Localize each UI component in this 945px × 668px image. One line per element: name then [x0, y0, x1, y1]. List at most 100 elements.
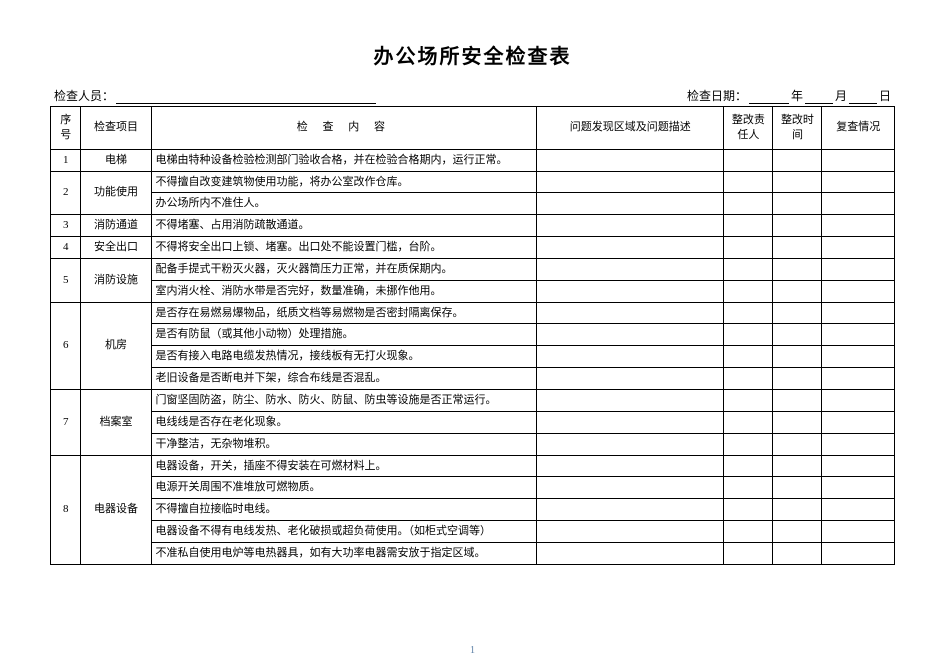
content-cell: 不得堵塞、占用消防疏散通道。 — [151, 215, 537, 237]
review-cell — [822, 149, 895, 171]
table-row: 办公场所内不准住人。 — [51, 193, 895, 215]
item-cell: 功能使用 — [81, 171, 151, 215]
time-cell — [773, 346, 822, 368]
table-row: 不准私自使用电炉等电热器具，如有大功率电器需安放于指定区域。 — [51, 542, 895, 564]
table-row: 2功能使用不得擅自改变建筑物使用功能，将办公室改作仓库。 — [51, 171, 895, 193]
content-cell: 电线线是否存在老化现象。 — [151, 411, 537, 433]
problem-cell — [537, 215, 724, 237]
time-cell — [773, 324, 822, 346]
year-underline — [749, 90, 789, 104]
month-underline — [805, 90, 833, 104]
item-cell: 电梯 — [81, 149, 151, 171]
problem-cell — [537, 302, 724, 324]
col-time-header: 整改时间 — [773, 107, 822, 150]
table-row: 老旧设备是否断电并下架，综合布线是否混乱。 — [51, 368, 895, 390]
table-row: 1电梯电梯由特种设备检验检测部门验收合格，并在检验合格期内，运行正常。 — [51, 149, 895, 171]
problem-cell — [537, 171, 724, 193]
item-cell: 安全出口 — [81, 237, 151, 259]
page-title: 办公场所安全检查表 — [50, 40, 895, 69]
problem-cell — [537, 477, 724, 499]
person-cell — [724, 542, 773, 564]
review-cell — [822, 542, 895, 564]
seq-cell: 5 — [51, 258, 81, 302]
content-cell: 办公场所内不准住人。 — [151, 193, 537, 215]
review-cell — [822, 477, 895, 499]
review-cell — [822, 521, 895, 543]
problem-cell — [537, 237, 724, 259]
review-cell — [822, 346, 895, 368]
year-suffix: 年 — [791, 87, 803, 104]
person-cell — [724, 215, 773, 237]
review-cell — [822, 368, 895, 390]
time-cell — [773, 258, 822, 280]
time-cell — [773, 302, 822, 324]
content-cell: 电源开关周围不准堆放可燃物质。 — [151, 477, 537, 499]
problem-cell — [537, 389, 724, 411]
content-cell: 不得擅自拉接临时电线。 — [151, 499, 537, 521]
person-cell — [724, 324, 773, 346]
table-row: 5消防设施配备手提式干粉灭火器，灭火器筒压力正常，并在质保期内。 — [51, 258, 895, 280]
month-suffix: 月 — [835, 87, 847, 104]
problem-cell — [537, 149, 724, 171]
table-row: 8电器设备电器设备，开关，插座不得安装在可燃材料上。 — [51, 455, 895, 477]
time-cell — [773, 280, 822, 302]
table-row: 是否有接入电路电缆发热情况，接线板有无打火现象。 — [51, 346, 895, 368]
seq-cell: 1 — [51, 149, 81, 171]
seq-cell: 2 — [51, 171, 81, 215]
problem-cell — [537, 258, 724, 280]
table-header-row: 序号 检查项目 检 查 内 容 问题发现区域及问题描述 整改责任人 整改时间 复… — [51, 107, 895, 150]
time-cell — [773, 193, 822, 215]
problem-cell — [537, 499, 724, 521]
person-cell — [724, 258, 773, 280]
item-cell: 电器设备 — [81, 455, 151, 564]
problem-cell — [537, 346, 724, 368]
seq-cell: 8 — [51, 455, 81, 564]
problem-cell — [537, 368, 724, 390]
problem-cell — [537, 455, 724, 477]
review-cell — [822, 455, 895, 477]
table-row: 是否有防鼠（或其他小动物）处理措施。 — [51, 324, 895, 346]
person-cell — [724, 280, 773, 302]
seq-cell: 7 — [51, 389, 81, 455]
content-cell: 门窗坚固防盗，防尘、防水、防火、防鼠、防虫等设施是否正常运行。 — [151, 389, 537, 411]
table-row: 不得擅自拉接临时电线。 — [51, 499, 895, 521]
time-cell — [773, 215, 822, 237]
review-cell — [822, 171, 895, 193]
table-row: 电线线是否存在老化现象。 — [51, 411, 895, 433]
table-body: 1电梯电梯由特种设备检验检测部门验收合格，并在检验合格期内，运行正常。2功能使用… — [51, 149, 895, 564]
review-cell — [822, 499, 895, 521]
time-cell — [773, 411, 822, 433]
item-cell: 消防设施 — [81, 258, 151, 302]
inspector-label: 检查人员： — [54, 87, 114, 104]
content-cell: 不得擅自改变建筑物使用功能，将办公室改作仓库。 — [151, 171, 537, 193]
review-cell — [822, 280, 895, 302]
col-problem-header: 问题发现区域及问题描述 — [537, 107, 724, 150]
time-cell — [773, 433, 822, 455]
time-cell — [773, 368, 822, 390]
time-cell — [773, 477, 822, 499]
table-row: 4安全出口不得将安全出口上锁、堵塞。出口处不能设置门槛，台阶。 — [51, 237, 895, 259]
table-row: 6机房是否存在易燃易爆物品，纸质文档等易燃物是否密封隔离保存。 — [51, 302, 895, 324]
col-content-header: 检 查 内 容 — [151, 107, 537, 150]
person-cell — [724, 433, 773, 455]
col-seq-header: 序号 — [51, 107, 81, 150]
person-cell — [724, 368, 773, 390]
problem-cell — [537, 542, 724, 564]
review-cell — [822, 302, 895, 324]
problem-cell — [537, 324, 724, 346]
time-cell — [773, 455, 822, 477]
table-row: 干净整洁，无杂物堆积。 — [51, 433, 895, 455]
inspector-underline — [116, 90, 376, 104]
inspection-table: 序号 检查项目 检 查 内 容 问题发现区域及问题描述 整改责任人 整改时间 复… — [50, 106, 895, 565]
time-cell — [773, 499, 822, 521]
col-review-header: 复查情况 — [822, 107, 895, 150]
person-cell — [724, 346, 773, 368]
person-cell — [724, 411, 773, 433]
time-cell — [773, 237, 822, 259]
col-item-header: 检查项目 — [81, 107, 151, 150]
content-cell: 室内消火栓、消防水带是否完好，数量准确，未挪作他用。 — [151, 280, 537, 302]
review-cell — [822, 433, 895, 455]
content-cell: 是否存在易燃易爆物品，纸质文档等易燃物是否密封隔离保存。 — [151, 302, 537, 324]
person-cell — [724, 455, 773, 477]
content-cell: 是否有防鼠（或其他小动物）处理措施。 — [151, 324, 537, 346]
